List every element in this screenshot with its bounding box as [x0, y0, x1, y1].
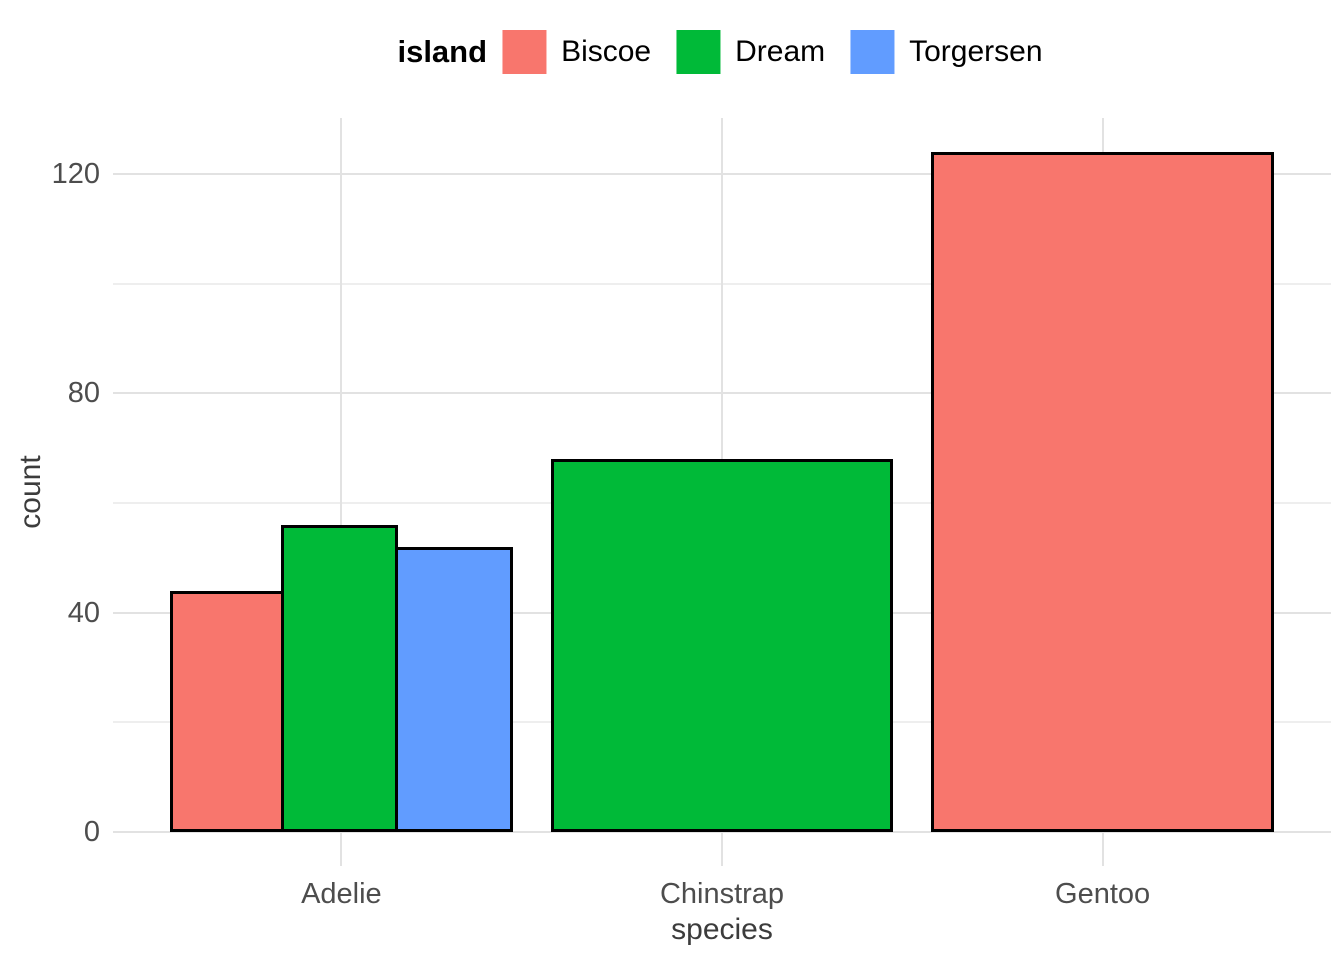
legend-entry-biscoe: Biscoe — [502, 30, 651, 74]
bar-gentoo-biscoe — [931, 152, 1274, 832]
y-tick-label: 40 — [67, 596, 100, 629]
legend-swatch-biscoe — [502, 30, 547, 74]
y-tick-label: 120 — [51, 157, 100, 190]
legend-entry-dream: Dream — [676, 30, 825, 74]
legend-label: Torgersen — [909, 35, 1043, 68]
plot-panel — [113, 118, 1331, 866]
y-axis-title: count — [14, 455, 47, 529]
y-tick-label: 80 — [67, 377, 100, 410]
legend: island Biscoe Dream Torgersen — [397, 30, 1043, 74]
x-axis-title: species — [671, 913, 773, 946]
bar-adelie-torgersen — [395, 546, 513, 832]
x-category-label: Chinstrap — [659, 878, 785, 910]
legend-swatch-torgersen — [850, 30, 895, 74]
bar-chinstrap-dream — [550, 459, 894, 832]
legend-label: Dream — [735, 35, 826, 68]
bar-adelie-biscoe — [170, 590, 285, 832]
legend-entry-torgersen: Torgersen — [850, 30, 1043, 74]
gridline-major-x — [340, 118, 343, 866]
legend-entries: Biscoe Dream Torgersen — [502, 30, 1043, 74]
legend-swatch-dream — [676, 30, 721, 74]
legend-title: island — [397, 34, 488, 69]
legend-label: Biscoe — [561, 35, 652, 68]
y-tick-label: 0 — [83, 816, 100, 848]
x-category-label: Adelie — [301, 878, 382, 910]
bar-adelie-dream — [281, 524, 399, 832]
x-category-label: Gentoo — [1055, 878, 1151, 910]
